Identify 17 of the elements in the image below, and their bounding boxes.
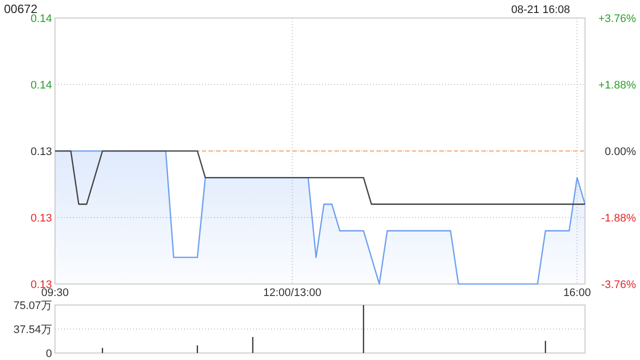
y-tick-label: 0 (46, 348, 52, 360)
y2-tick-label: -1.88% (601, 212, 636, 224)
y-tick-label: 0.13 (30, 212, 52, 224)
y2-tick-label: +3.76% (598, 13, 636, 25)
chart-title: 00672 (4, 2, 38, 16)
text: 08-21 16:08 (511, 4, 570, 16)
x-tick-label: 12:00/13:00 (263, 287, 322, 299)
y-tick-label: 0.14 (30, 13, 52, 25)
y-tick-label: 37.54万 (13, 324, 52, 336)
y2-tick-label: 0.00% (604, 146, 636, 158)
y2-tick-label: -3.76% (601, 279, 636, 291)
y-tick-label: 75.07万 (13, 300, 52, 312)
x-tick-label: 09:30 (41, 287, 69, 299)
y-tick-label: 0.13 (30, 146, 52, 158)
x-tick-label: 16:00 (563, 287, 591, 299)
y2-tick-label: +1.88% (598, 80, 636, 92)
y-tick-label: 0.14 (30, 80, 52, 92)
